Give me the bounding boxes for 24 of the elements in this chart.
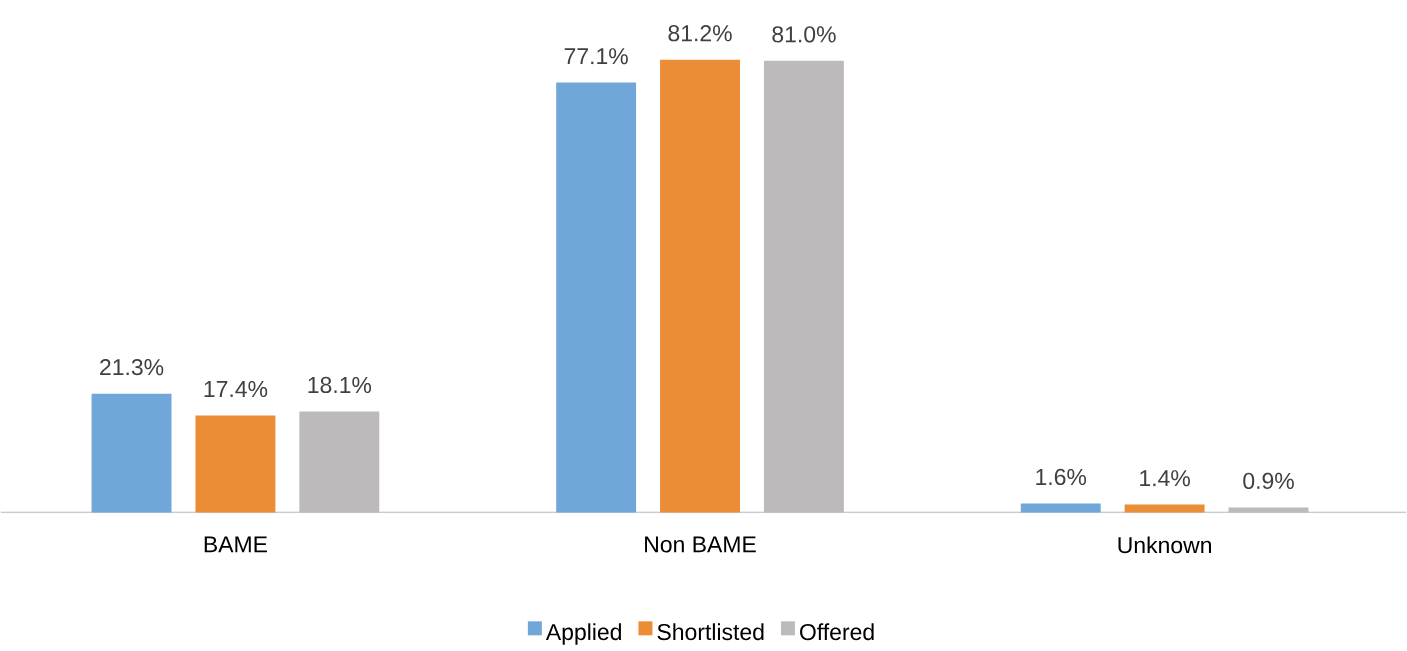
data-label: 81.2%	[668, 24, 732, 42]
bar	[556, 82, 637, 513]
data-label: 77.1%	[564, 47, 628, 65]
bar	[1124, 504, 1205, 513]
bar	[1020, 503, 1101, 513]
data-label: 0.9%	[1243, 472, 1294, 489]
legend-label: Offered	[800, 623, 874, 640]
bar	[763, 60, 844, 513]
legend-label: Applied	[545, 623, 621, 645]
bar	[195, 415, 276, 513]
bar	[299, 411, 380, 513]
bar	[660, 59, 740, 513]
x-tick-label: BAME	[204, 536, 267, 553]
data-label: 81.0%	[772, 26, 836, 43]
x-tick-label: Non BAME	[645, 536, 756, 553]
legend-label: Shortlisted	[657, 623, 764, 640]
bar	[1228, 507, 1309, 513]
data-label: 1.6%	[1036, 468, 1087, 485]
data-label: 17.4%	[204, 380, 268, 397]
data-label: 21.3%	[100, 358, 164, 376]
data-label: 18.1%	[308, 376, 372, 393]
x-tick-label: Unknown	[1118, 536, 1211, 554]
bar	[91, 393, 172, 513]
data-label: 1.4%	[1140, 469, 1190, 487]
